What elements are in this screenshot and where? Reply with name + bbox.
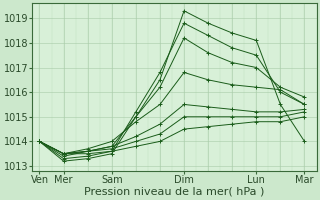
X-axis label: Pression niveau de la mer( hPa ): Pression niveau de la mer( hPa )	[84, 187, 265, 197]
